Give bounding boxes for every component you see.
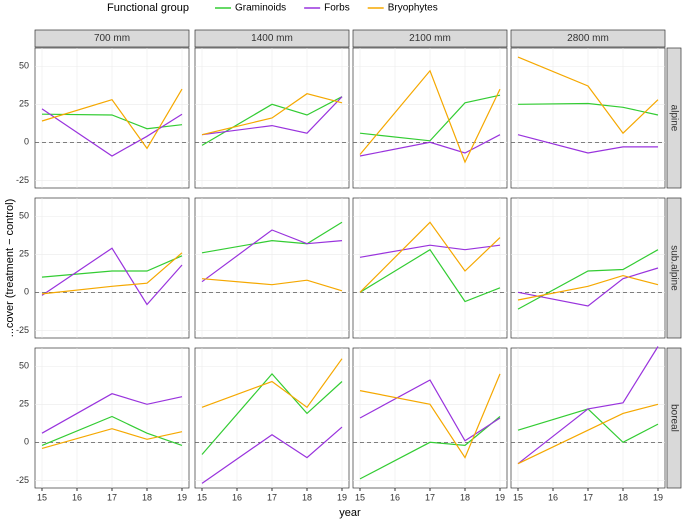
series-line [201, 358, 343, 409]
series-line [41, 247, 183, 306]
series-line [517, 403, 659, 465]
series-line [201, 93, 343, 136]
series-line [41, 393, 183, 434]
strip-label: 1400 mm [251, 33, 293, 44]
series-line [359, 373, 501, 459]
x-tick-label: 15 [197, 492, 207, 502]
strip [510, 29, 666, 48]
series-line [359, 416, 501, 480]
series-line [201, 221, 343, 254]
series-line [359, 134, 501, 157]
series-line [41, 428, 183, 449]
y-tick-label: 50 [19, 211, 29, 221]
x-tick-label: 19 [495, 492, 505, 502]
series-line [201, 278, 343, 292]
strip [194, 29, 350, 48]
series-line [41, 88, 183, 150]
series-line [41, 255, 183, 278]
strip [666, 47, 682, 189]
series-line [517, 267, 659, 307]
y-tick-label: 50 [19, 61, 29, 71]
y-tick-label: -25 [16, 175, 29, 185]
strip-label: 700 mm [94, 33, 130, 44]
y-axis-label: ...cover (treatment − control) [4, 199, 16, 337]
series-line [517, 249, 659, 310]
strip [666, 197, 682, 339]
strip-label: alpine [668, 105, 679, 132]
series-line [201, 229, 343, 283]
series-line [517, 134, 658, 154]
x-tick-label: 18 [618, 492, 628, 502]
series-line [359, 221, 501, 293]
legend-label: Bryophytes [388, 3, 438, 14]
series-line [201, 426, 343, 484]
y-tick-label: 25 [19, 399, 29, 409]
x-tick-label: 16 [548, 492, 558, 502]
series-line [41, 415, 183, 446]
x-tick-label: 19 [337, 492, 347, 502]
legend-label: Graminoids [235, 3, 286, 14]
y-tick-label: 25 [19, 99, 29, 109]
y-tick-label: -25 [16, 475, 29, 485]
x-tick-label: 18 [302, 492, 312, 502]
x-axis-label: year [339, 507, 361, 519]
series-line [517, 56, 659, 135]
series-line [359, 248, 501, 303]
strip-label: sub.alpine [668, 245, 679, 291]
series-line [517, 274, 659, 301]
strip-label: 2100 mm [409, 33, 451, 44]
series-line [201, 372, 343, 455]
series-line [41, 108, 183, 157]
strip-label: boreal [668, 404, 679, 432]
series-line [201, 96, 343, 136]
series-line [359, 69, 501, 164]
y-tick-label: 0 [24, 137, 29, 147]
series-line [41, 252, 183, 295]
strip [666, 347, 682, 489]
legend-title: Functional group [107, 2, 189, 14]
y-tick-label: 0 [24, 287, 29, 297]
strip [34, 29, 190, 48]
y-tick-label: 25 [19, 249, 29, 259]
x-tick-label: 16 [72, 492, 82, 502]
x-tick-label: 19 [653, 492, 663, 502]
x-tick-label: 16 [232, 492, 242, 502]
y-tick-label: -25 [16, 325, 29, 335]
x-tick-label: 18 [460, 492, 470, 502]
x-tick-label: 19 [177, 492, 187, 502]
x-tick-label: 18 [142, 492, 152, 502]
series-line [359, 94, 501, 142]
x-tick-label: 15 [355, 492, 365, 502]
series-line [517, 102, 659, 116]
x-tick-label: 17 [267, 492, 277, 502]
legend-label: Forbs [324, 3, 350, 14]
series-line [359, 379, 501, 442]
x-tick-label: 15 [513, 492, 523, 502]
x-tick-label: 17 [425, 492, 435, 502]
series-line [517, 408, 659, 444]
y-tick-label: 0 [24, 437, 29, 447]
x-tick-label: 15 [37, 492, 47, 502]
x-tick-label: 17 [107, 492, 117, 502]
x-tick-label: 17 [583, 492, 593, 502]
y-tick-label: 50 [19, 361, 29, 371]
x-tick-label: 16 [390, 492, 400, 502]
strip [352, 29, 508, 48]
series-line [201, 96, 343, 146]
strip-label: 2800 mm [567, 33, 609, 44]
series-line [41, 113, 183, 130]
series-line [517, 346, 659, 465]
